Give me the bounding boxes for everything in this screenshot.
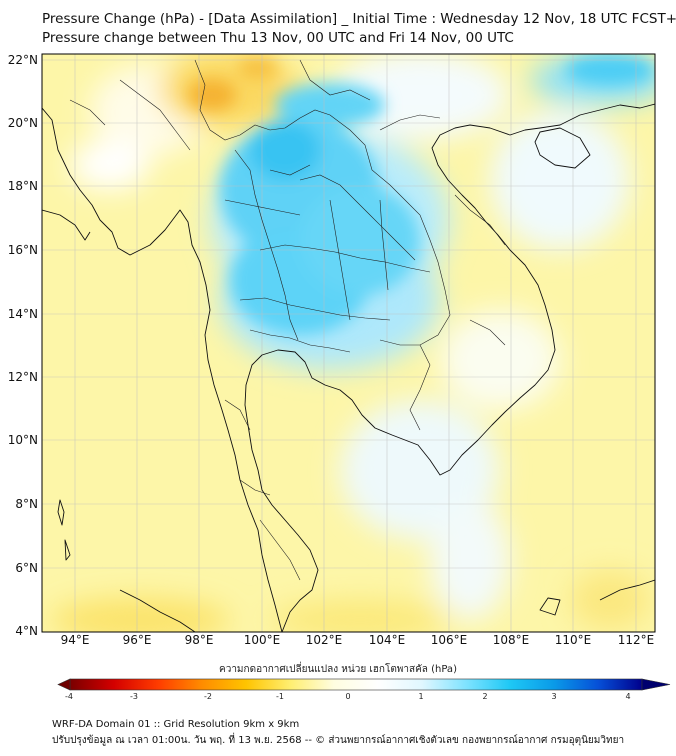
coastlines [42, 103, 655, 632]
footer-model-info: WRF-DA Domain 01 :: Grid Resolution 9km … [52, 719, 300, 730]
lon-label: 100°E [243, 633, 281, 647]
lat-label: 4°N [15, 624, 38, 638]
map-title: Pressure Change (hPa) - [Data Assimilati… [42, 10, 676, 48]
lat-label: 22°N [7, 53, 38, 67]
colorbar [57, 678, 671, 691]
lon-label: 94°E [60, 633, 90, 647]
lon-label: 112°E [617, 633, 655, 647]
colorbar-tick: 2 [482, 692, 488, 701]
pressure-field [42, 54, 655, 632]
footer-credit: ปรับปรุงข้อมูล ณ เวลา 01:00น. วัน พฤ. ที… [52, 735, 625, 746]
lat-label: 14°N [7, 307, 38, 321]
colorbar-high-extension [641, 678, 671, 691]
colorbar-tick: 4 [625, 692, 631, 701]
colorbar-tick: -4 [65, 692, 73, 701]
lat-label: 6°N [15, 561, 38, 575]
colorbar-tick: -1 [276, 692, 284, 701]
colorbar-tick: -2 [204, 692, 212, 701]
lon-label: 98°E [184, 633, 214, 647]
colorbar-tick: 3 [551, 692, 557, 701]
lat-label: 18°N [7, 179, 38, 193]
lon-label: 96°E [122, 633, 152, 647]
lon-label: 110°E [554, 633, 592, 647]
lon-label: 102°E [305, 633, 343, 647]
lat-label: 20°N [7, 116, 38, 130]
lon-label: 104°E [368, 633, 406, 647]
lat-label: 8°N [15, 497, 38, 511]
lon-label: 106°E [430, 633, 468, 647]
map-frame [41, 53, 656, 633]
colorbar-tick: 1 [418, 692, 424, 701]
admin-borders [69, 59, 506, 581]
lat-label: 10°N [7, 433, 38, 447]
title-line-2: Pressure change between Thu 13 Nov, 00 U… [42, 30, 514, 46]
colorbar-tick: -3 [130, 692, 138, 701]
title-line-1: Pressure Change (hPa) - [Data Assimilati… [42, 11, 676, 27]
lat-label: 12°N [7, 370, 38, 384]
graticule [42, 54, 655, 632]
colorbar-label: ความกดอากาศเปลี่ยนแปลง หน่วย เฮกโตพาสคัล… [219, 664, 457, 675]
lat-label: 16°N [7, 243, 38, 257]
colorbar-tick: 0 [345, 692, 351, 701]
colorbar-low-extension [57, 678, 71, 691]
lon-label: 108°E [492, 633, 530, 647]
